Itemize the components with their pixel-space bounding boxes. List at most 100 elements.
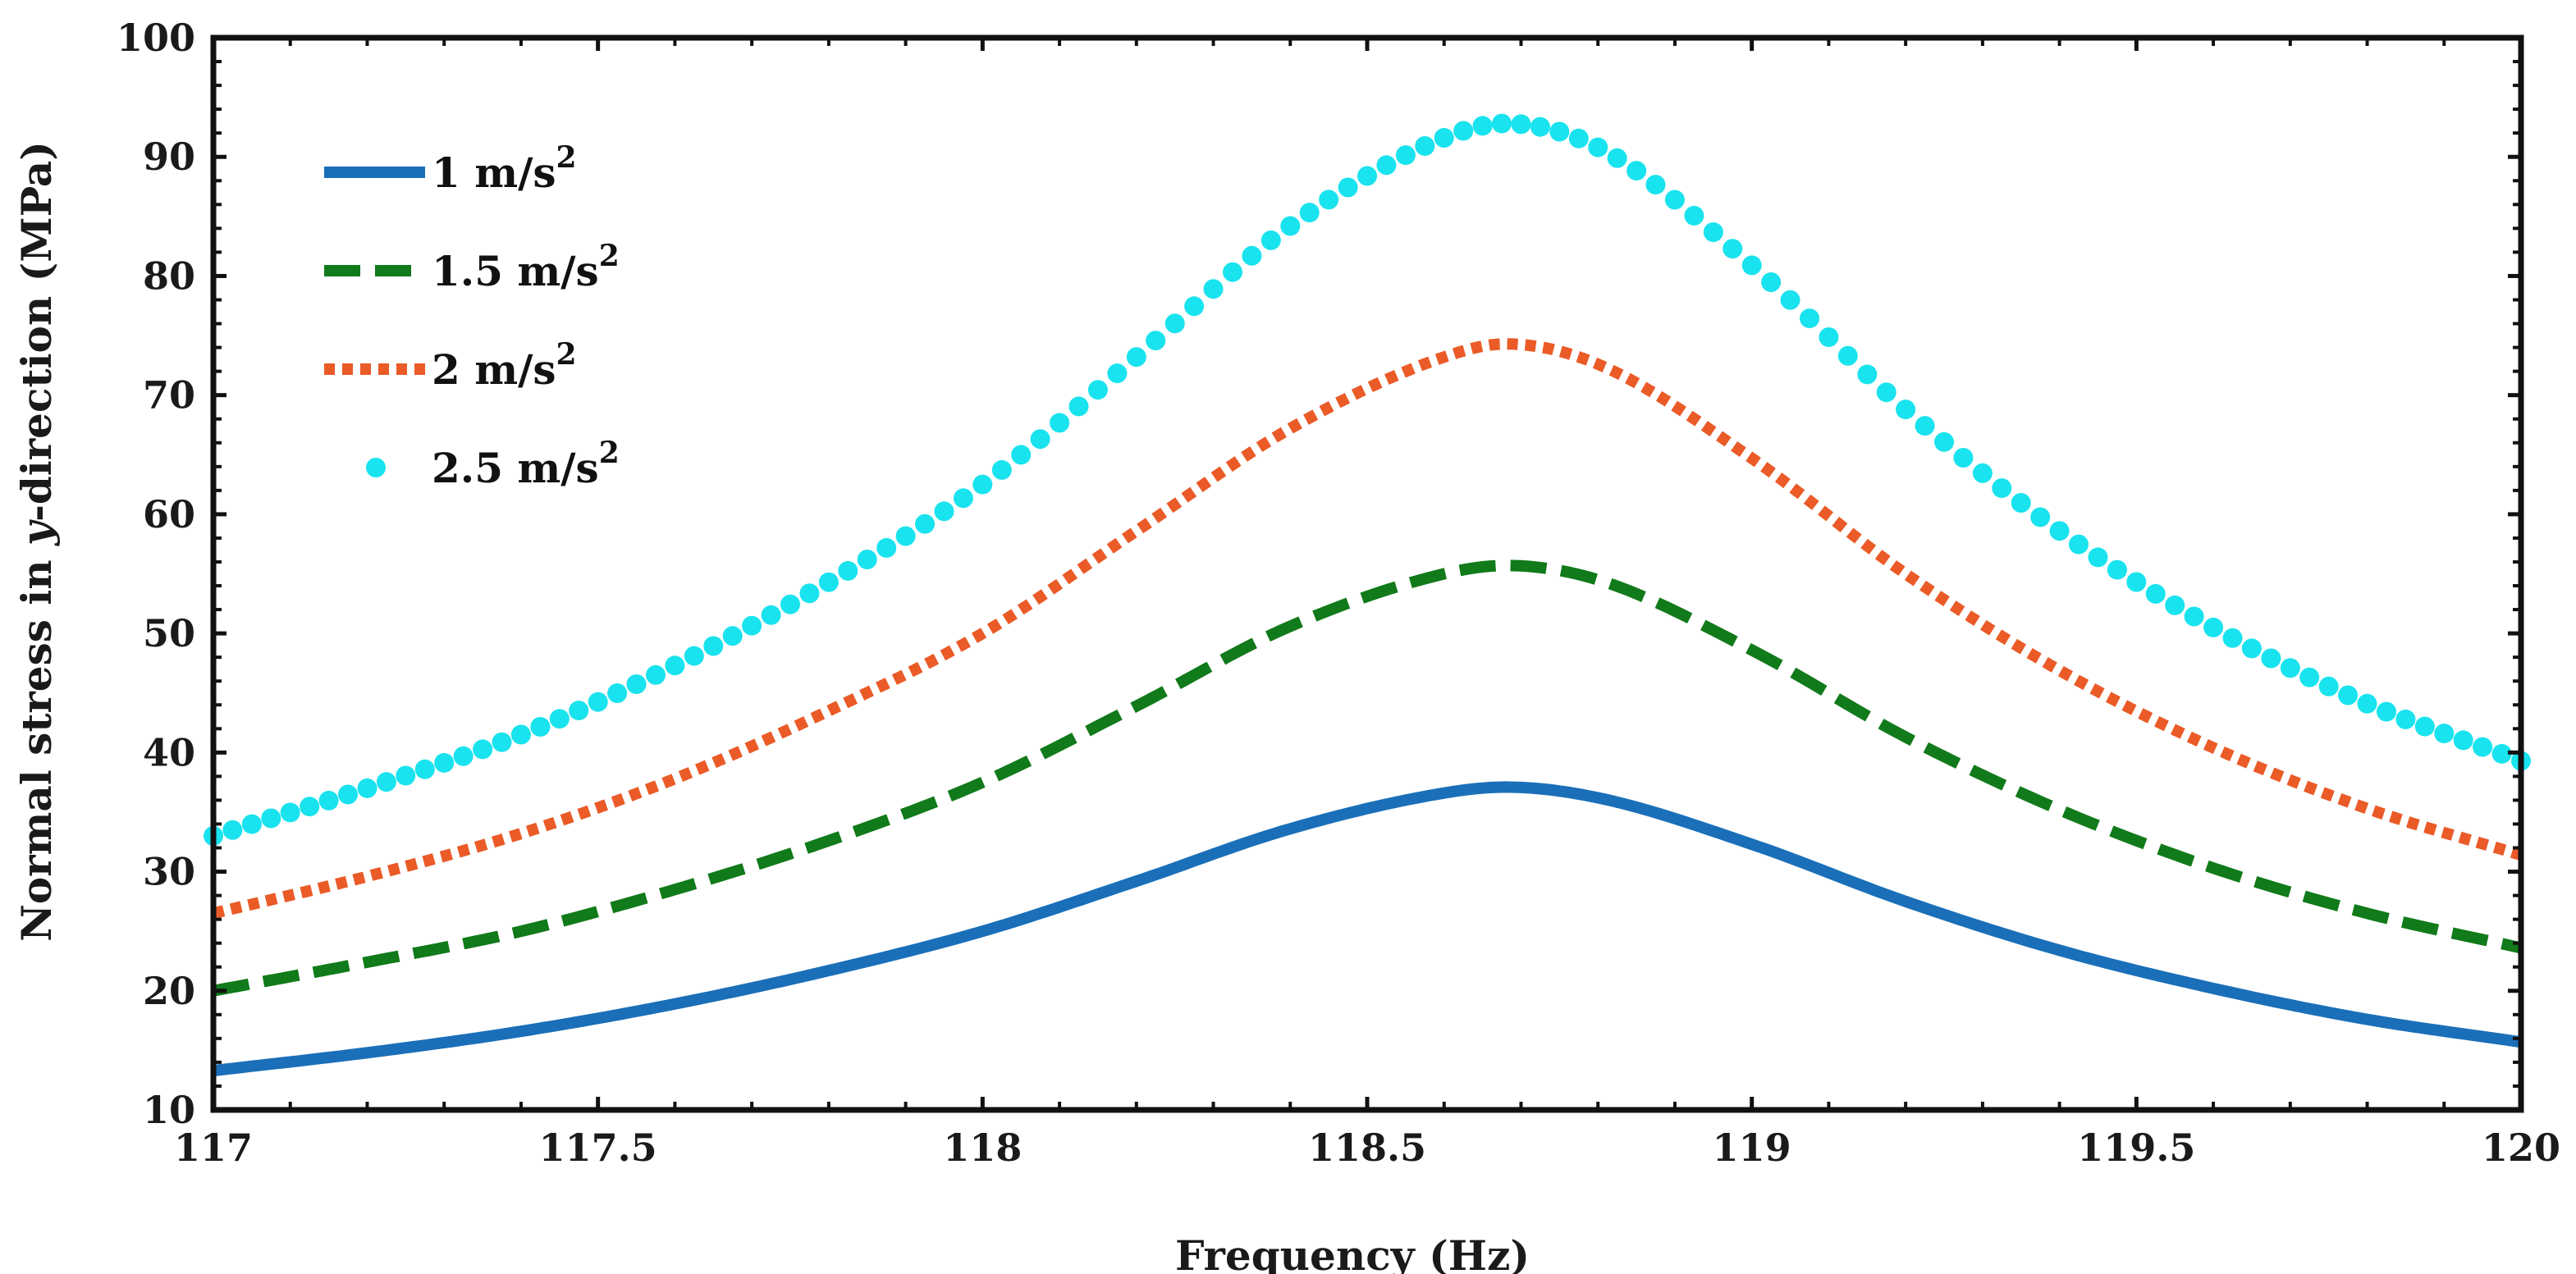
series-3-marker xyxy=(2222,628,2243,648)
series-3-marker xyxy=(1934,432,1954,452)
series-3-marker xyxy=(1299,203,1320,223)
series-3-marker xyxy=(1338,177,1358,198)
legend-label-0: 1 m/s2 xyxy=(432,140,577,197)
series-3-marker xyxy=(510,724,531,745)
series-3-marker xyxy=(1627,161,1647,181)
series-3-marker xyxy=(857,550,877,569)
y-axis-title-prefix: Normal stress in xyxy=(12,546,61,942)
series-3-marker xyxy=(2377,701,2396,722)
series-3-marker xyxy=(1857,364,1878,385)
series-3-marker xyxy=(1261,230,1281,250)
series-3-marker xyxy=(2318,676,2339,696)
x-tick-label: 120 xyxy=(2482,1126,2560,1170)
axes-layer: 117 117.5 118 118.5 119 119.5 120 10 20 30 40 50 60 7… xyxy=(117,16,2560,1170)
series-3-marker xyxy=(434,752,455,773)
series-3-marker xyxy=(414,759,435,779)
y-axis-title: Normal stress in y-direction (MPa) xyxy=(12,141,61,942)
series-3-marker xyxy=(972,474,993,495)
series-3-marker xyxy=(1434,128,1454,148)
series-3-marker xyxy=(2261,648,2281,669)
series-3-marker xyxy=(318,790,339,811)
y-tick-label: 100 xyxy=(117,16,195,60)
series-3-marker xyxy=(2088,547,2108,568)
series-3-marker xyxy=(1050,413,1070,433)
series-3-marker xyxy=(1915,416,1935,436)
y-tick-label: 60 xyxy=(143,492,195,537)
series-3-marker xyxy=(1395,145,1416,166)
series-3-marker xyxy=(1953,448,1974,468)
series-3-marker xyxy=(1876,382,1897,403)
y-tick-label: 40 xyxy=(143,730,195,774)
series-0 xyxy=(213,781,2522,1077)
series-3-marker xyxy=(376,772,396,792)
series-3-marker xyxy=(684,646,704,666)
series-3-marker xyxy=(2011,493,2031,513)
series-3-marker xyxy=(530,717,551,737)
series-3-marker xyxy=(280,802,300,823)
series-3-marker xyxy=(838,560,858,581)
series-3-marker xyxy=(2414,716,2435,737)
series-3-marker xyxy=(473,739,493,760)
series-3 xyxy=(204,113,2531,846)
series-1-line xyxy=(212,559,2523,997)
series-3-marker xyxy=(953,488,973,509)
series-3-marker xyxy=(934,501,954,522)
series-3-marker xyxy=(396,765,416,786)
series-3-marker xyxy=(1011,445,1032,465)
series-3-marker xyxy=(1107,363,1128,384)
legend: 1 m/s2 1.5 m/s2 2 m/s2 2.5 m/s2 xyxy=(324,140,620,492)
series-3-marker xyxy=(1645,175,1666,195)
legend-swatch-3 xyxy=(366,458,386,477)
plot-frame xyxy=(210,34,2524,1113)
series-3-marker xyxy=(2069,534,2089,555)
series-3-marker xyxy=(1837,345,1858,366)
series-3-marker xyxy=(1819,327,1839,347)
series-3-marker xyxy=(2473,737,2493,757)
series-3-marker xyxy=(2203,617,2224,637)
series-3-marker xyxy=(1780,290,1800,310)
legend-item-3: 2.5 m/s2 xyxy=(366,436,620,492)
series-3-marker xyxy=(453,746,474,766)
series-3-marker xyxy=(2338,685,2359,705)
series-3-marker xyxy=(1684,205,1704,226)
series-3-marker xyxy=(818,572,839,592)
series-3-marker xyxy=(1972,463,1993,483)
series-3-marker xyxy=(1896,400,1916,420)
series-3-marker xyxy=(2280,658,2300,678)
series-3-marker xyxy=(2165,595,2185,615)
series-layer xyxy=(204,113,2531,1077)
x-tick-label: 119.5 xyxy=(2077,1126,2195,1170)
series-3-marker xyxy=(2107,559,2127,580)
series-3-marker xyxy=(761,605,781,625)
y-tick-label: 30 xyxy=(143,850,195,894)
series-3-marker xyxy=(1530,116,1550,137)
series-3-marker xyxy=(722,626,743,646)
series-3-marker xyxy=(665,655,685,676)
y-tick-label: 50 xyxy=(143,611,195,655)
legend-item-1: 1.5 m/s2 xyxy=(324,239,620,295)
series-3-marker xyxy=(357,778,377,798)
series-3-marker xyxy=(742,615,762,636)
legend-label-3: 2.5 m/s2 xyxy=(432,436,620,492)
series-3-marker xyxy=(1723,239,1743,259)
series-3-marker xyxy=(1030,429,1050,450)
series-3-marker xyxy=(1800,308,1819,329)
y-tick-label: 80 xyxy=(143,253,195,298)
series-3-marker xyxy=(1549,121,1570,142)
series-3-marker xyxy=(2453,730,2473,751)
x-tick-label: 118 xyxy=(943,1126,1022,1170)
series-3-marker xyxy=(2184,606,2204,627)
series-3-marker xyxy=(1588,137,1608,158)
series-3-marker xyxy=(1415,136,1435,156)
series-3-marker xyxy=(1992,478,2012,499)
y-axis-title-suffix: -direction (MPa) xyxy=(12,141,61,522)
series-3-marker xyxy=(2049,521,2070,541)
series-3-marker xyxy=(1607,148,1627,168)
series-3-marker xyxy=(895,526,916,546)
series-3-marker xyxy=(1146,331,1166,351)
series-3-marker xyxy=(1568,128,1589,148)
series-3-marker xyxy=(2491,743,2512,764)
series-3-marker xyxy=(2030,507,2051,527)
series-3-marker xyxy=(549,709,570,729)
series-3-marker xyxy=(2357,693,2377,714)
